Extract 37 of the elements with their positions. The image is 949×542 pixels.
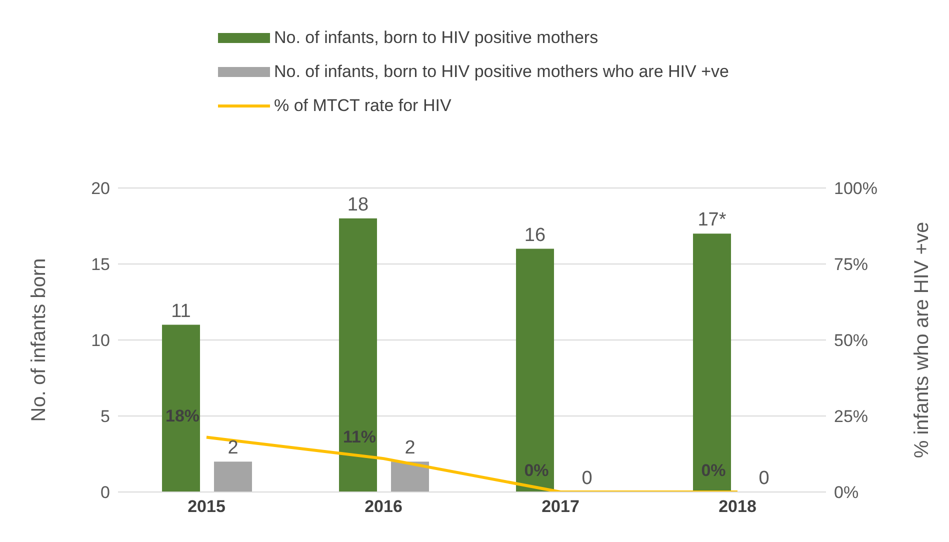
bar	[391, 462, 429, 492]
data-label: 16	[524, 224, 546, 246]
bar	[162, 324, 200, 492]
x-tick-label: 2018	[718, 497, 756, 516]
y-tick-label: 15	[91, 255, 110, 274]
y-tick-label: 5	[100, 407, 110, 426]
data-label: 2	[228, 438, 238, 459]
y-tick-label: 0	[100, 483, 110, 502]
y2-tick-label: 100%	[834, 179, 878, 198]
x-tick-label: 2015	[188, 497, 226, 516]
y2-axis-title: % infants who are HIV +ve	[911, 222, 934, 458]
legend-label: No. of infants, born to HIV positive mothers who are HIV +ve	[274, 62, 729, 82]
data-label: 2	[404, 438, 416, 459]
y2-tick-label: 50%	[834, 331, 868, 350]
bar	[214, 462, 252, 492]
data-label: 11%	[342, 428, 376, 447]
y-tick-label: 10	[91, 331, 110, 350]
data-label: 18%	[165, 406, 200, 426]
bar	[339, 218, 377, 492]
bar	[693, 234, 731, 492]
data-label: 0	[582, 468, 592, 489]
y2-tick-label: 75%	[834, 255, 868, 274]
data-label: 0	[758, 468, 770, 489]
x-tick-label: 2016	[364, 497, 402, 516]
bar	[516, 248, 554, 492]
data-label: 17*	[698, 210, 727, 231]
data-label: 0%	[524, 461, 549, 480]
legend-label: No. of infants, born to HIV positive mothers	[274, 28, 598, 48]
y-axis-title: No. of infants born	[28, 258, 50, 422]
y-tick-label: 20	[91, 179, 110, 198]
data-label: 0%	[701, 461, 726, 480]
data-label: 11	[171, 300, 191, 322]
legend-label: % of MTCT rate for HIV	[274, 96, 452, 116]
y2-tick-label: 25%	[834, 407, 868, 426]
x-tick-label: 2017	[542, 497, 580, 516]
y2-tick-label: 0%	[834, 483, 859, 502]
data-label: 18	[347, 194, 369, 216]
